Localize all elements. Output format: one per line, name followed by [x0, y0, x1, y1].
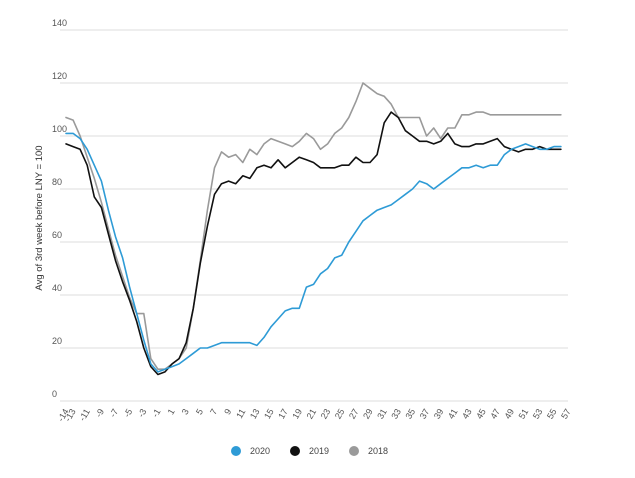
x-tick-label: 53	[531, 407, 545, 421]
x-tick-label: 5	[194, 407, 205, 416]
y-axis-ticks: 0 20 40 60 80 100 120 140	[52, 18, 67, 399]
x-tick-label: 15	[262, 407, 276, 421]
x-tick-label: -1	[150, 407, 163, 419]
x-tick-label: 1	[166, 407, 177, 416]
series-line-2020	[65, 132, 562, 373]
x-tick-label: 11	[234, 407, 247, 420]
x-tick-label: 31	[375, 407, 389, 421]
y-tick-label: 140	[52, 18, 67, 28]
x-tick-label: 9	[222, 407, 233, 416]
x-tick-label: -7	[108, 407, 121, 419]
series-lines	[65, 82, 562, 376]
legend-marker-2020	[231, 446, 241, 456]
x-tick-label: 45	[474, 407, 488, 421]
x-tick-label: 57	[559, 407, 573, 421]
x-tick-label: 13	[248, 407, 262, 421]
y-tick-label: 120	[52, 71, 67, 81]
x-tick-label: -11	[77, 407, 92, 423]
x-tick-label: 43	[460, 407, 474, 421]
x-tick-label: -5	[122, 407, 135, 419]
y-axis-label: Avg of 3rd week before LNY = 100	[34, 145, 45, 290]
x-tick-label: -3	[136, 407, 149, 419]
x-tick-label: 49	[503, 407, 517, 421]
x-tick-label: -9	[93, 407, 106, 419]
y-tick-label: 80	[52, 177, 62, 187]
x-tick-label: 21	[305, 407, 319, 421]
series-line-2019	[65, 111, 562, 376]
x-tick-label: 29	[361, 407, 375, 421]
x-tick-label: 25	[333, 407, 347, 421]
x-tick-label: 51	[517, 407, 531, 421]
y-tick-label: 20	[52, 336, 62, 346]
legend-marker-2019	[290, 446, 300, 456]
x-tick-label: 19	[290, 407, 304, 421]
y-tick-label: 60	[52, 230, 62, 240]
x-tick-label: 39	[432, 407, 446, 421]
x-tick-label: 37	[418, 407, 432, 421]
x-tick-label: 47	[488, 407, 502, 421]
series-line-2018	[65, 82, 562, 371]
x-tick-label: 27	[347, 407, 361, 421]
x-tick-label: 17	[276, 407, 290, 421]
legend-label-2020: 2020	[250, 446, 270, 456]
x-tick-label: 3	[180, 407, 191, 416]
legend-label-2019: 2019	[309, 446, 329, 456]
x-tick-label: 55	[545, 407, 559, 421]
x-tick-label: 33	[389, 407, 403, 421]
x-tick-label: 7	[208, 407, 219, 416]
x-tick-label: 35	[404, 407, 418, 421]
y-tick-label: 40	[52, 283, 62, 293]
gridlines	[60, 29, 568, 402]
x-axis-ticks: -14-13 -11 -9 -7 -5 -3 -1 1 3 5 7 9 11 13 15 17 19 21 23 25…	[56, 407, 573, 423]
y-tick-label: 0	[52, 389, 57, 399]
y-tick-label: 100	[52, 124, 67, 134]
legend-label-2018: 2018	[368, 446, 388, 456]
legend: 2020 2019 2018	[231, 446, 388, 456]
x-tick-label: 41	[446, 407, 460, 421]
legend-marker-2018	[349, 446, 359, 456]
x-tick-label: 23	[319, 407, 333, 421]
